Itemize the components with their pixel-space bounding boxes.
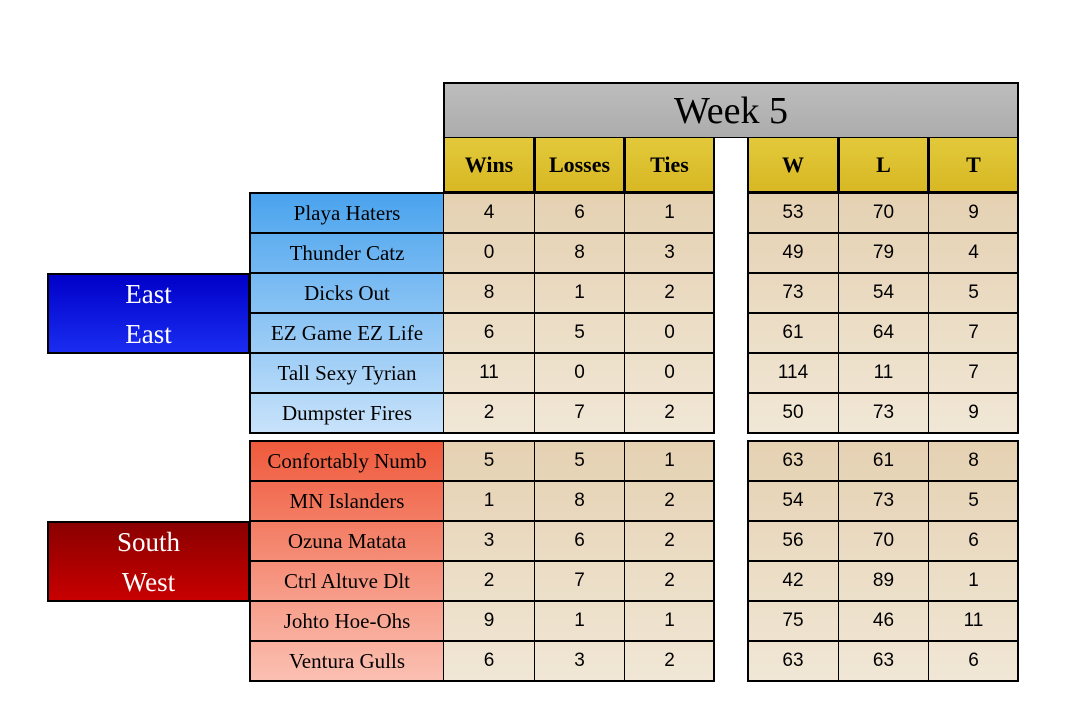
stat-cell-l: 63 [838, 641, 929, 681]
stat-cell-l: 79 [838, 233, 929, 273]
stat-cell-ties: 1 [624, 441, 715, 481]
team-name-cell: Ctrl Altuve Dlt [250, 561, 444, 601]
stat-cell-w: 63 [747, 641, 839, 681]
stat-cell-ties: 0 [624, 313, 715, 353]
stat-cell-ties: 2 [624, 521, 715, 561]
stat-cell-w: 42 [747, 561, 839, 601]
stat-cell-w: 56 [747, 521, 839, 561]
stat-cell-ties: 2 [624, 641, 715, 681]
stat-cell-l: 46 [838, 601, 929, 641]
team-name-cell: Tall Sexy Tyrian [250, 353, 444, 393]
stat-cell-l: 11 [838, 353, 929, 393]
col-header-losses: Losses [534, 137, 625, 193]
stat-cell-ties: 2 [624, 561, 715, 601]
stat-cell-wins: 8 [443, 273, 535, 313]
stat-cell-losses: 3 [534, 641, 625, 681]
team-name-cell: Ventura Gulls [250, 641, 444, 681]
stat-cell-ties: 2 [624, 273, 715, 313]
stat-cell-losses: 7 [534, 561, 625, 601]
stat-cell-l: 61 [838, 441, 929, 481]
stat-cell-ties: 2 [624, 393, 715, 433]
stat-cell-t: 1 [928, 561, 1019, 601]
stat-cell-t: 5 [928, 481, 1019, 521]
stat-cell-l: 73 [838, 393, 929, 433]
week-number: 5 [769, 89, 789, 132]
stat-cell-w: 53 [747, 193, 839, 233]
team-name-cell: Ozuna Matata [250, 521, 444, 561]
stat-cell-losses: 1 [534, 601, 625, 641]
stat-cell-ties: 1 [624, 193, 715, 233]
stat-cell-wins: 11 [443, 353, 535, 393]
stat-cell-w: 49 [747, 233, 839, 273]
stat-cell-t: 7 [928, 353, 1019, 393]
stat-cell-w: 63 [747, 441, 839, 481]
division-east-label: East East [47, 273, 250, 354]
team-name-cell: Playa Haters [250, 193, 444, 233]
stat-cell-l: 89 [838, 561, 929, 601]
stat-cell-wins: 6 [443, 313, 535, 353]
col-header-t: T [928, 137, 1019, 193]
stat-cell-wins: 3 [443, 521, 535, 561]
stat-cell-losses: 5 [534, 313, 625, 353]
stat-cell-t: 7 [928, 313, 1019, 353]
stat-cell-wins: 0 [443, 233, 535, 273]
stat-cell-w: 73 [747, 273, 839, 313]
stat-cell-w: 54 [747, 481, 839, 521]
week-header: Week 5 [443, 82, 1019, 138]
stat-cell-t: 4 [928, 233, 1019, 273]
team-name-cell: Thunder Catz [250, 233, 444, 273]
division-name-line: East [125, 318, 172, 349]
stat-cell-l: 70 [838, 521, 929, 561]
stat-cell-ties: 3 [624, 233, 715, 273]
stat-cell-ties: 1 [624, 601, 715, 641]
division-name-line: West [121, 566, 176, 597]
stat-cell-t: 6 [928, 641, 1019, 681]
col-header-ties: Ties [624, 137, 715, 193]
stat-cell-losses: 8 [534, 481, 625, 521]
stat-cell-wins: 2 [443, 561, 535, 601]
stat-cell-w: 50 [747, 393, 839, 433]
division-name-line: East [125, 278, 172, 309]
team-name-cell: EZ Game EZ Life [250, 313, 444, 353]
stat-cell-t: 5 [928, 273, 1019, 313]
team-name-cell: Johto Hoe-Ohs [250, 601, 444, 641]
stat-cell-wins: 6 [443, 641, 535, 681]
stat-cell-losses: 5 [534, 441, 625, 481]
stat-cell-w: 114 [747, 353, 839, 393]
stat-cell-t: 9 [928, 193, 1019, 233]
stat-cell-w: 75 [747, 601, 839, 641]
stat-cell-t: 8 [928, 441, 1019, 481]
stat-cell-losses: 6 [534, 521, 625, 561]
team-name-cell: MN Islanders [250, 481, 444, 521]
stat-cell-wins: 9 [443, 601, 535, 641]
stat-cell-losses: 8 [534, 233, 625, 273]
division-name-line: South [116, 526, 181, 557]
stat-cell-t: 11 [928, 601, 1019, 641]
week-label: Week [673, 89, 760, 132]
stat-cell-ties: 2 [624, 481, 715, 521]
division-south-label: South West [47, 521, 250, 602]
col-header-wins: Wins [443, 137, 535, 193]
stat-cell-w: 61 [747, 313, 839, 353]
stat-cell-losses: 6 [534, 193, 625, 233]
col-header-l: L [838, 137, 929, 193]
stat-cell-ties: 0 [624, 353, 715, 393]
stat-cell-l: 70 [838, 193, 929, 233]
stat-cell-losses: 1 [534, 273, 625, 313]
stat-cell-losses: 0 [534, 353, 625, 393]
stat-cell-losses: 7 [534, 393, 625, 433]
stat-cell-wins: 5 [443, 441, 535, 481]
team-name-cell: Confortably Numb [250, 441, 444, 481]
stat-cell-wins: 2 [443, 393, 535, 433]
stat-cell-wins: 1 [443, 481, 535, 521]
team-name-cell: Dicks Out [250, 273, 444, 313]
stat-cell-l: 64 [838, 313, 929, 353]
stat-cell-l: 54 [838, 273, 929, 313]
stat-cell-wins: 4 [443, 193, 535, 233]
col-header-w: W [747, 137, 839, 193]
team-name-cell: Dumpster Fires [250, 393, 444, 433]
stat-cell-t: 6 [928, 521, 1019, 561]
stat-cell-t: 9 [928, 393, 1019, 433]
stat-cell-l: 73 [838, 481, 929, 521]
